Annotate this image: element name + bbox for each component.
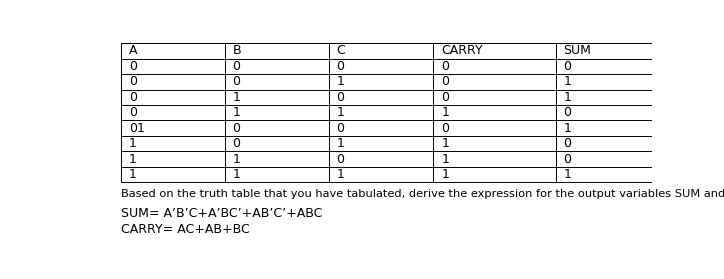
Text: 0: 0 bbox=[563, 106, 571, 119]
Text: 0: 0 bbox=[232, 122, 240, 135]
Text: 1: 1 bbox=[442, 106, 450, 119]
Text: C: C bbox=[336, 44, 345, 57]
Text: 0: 0 bbox=[442, 60, 450, 73]
Text: 0: 0 bbox=[129, 91, 137, 104]
Text: 0: 0 bbox=[232, 137, 240, 150]
Text: 0: 0 bbox=[129, 75, 137, 88]
Text: 1: 1 bbox=[563, 91, 571, 104]
Text: SUM= A’B’C+A’BC’+AB’C’+ABC: SUM= A’B’C+A’BC’+AB’C’+ABC bbox=[122, 207, 323, 220]
Text: 0: 0 bbox=[563, 153, 571, 166]
Text: 1: 1 bbox=[442, 168, 450, 181]
Text: 1: 1 bbox=[129, 168, 137, 181]
Text: 1: 1 bbox=[563, 168, 571, 181]
Text: 1: 1 bbox=[232, 168, 240, 181]
Text: 1: 1 bbox=[336, 168, 344, 181]
Text: 0: 0 bbox=[232, 60, 240, 73]
Text: 0: 0 bbox=[336, 60, 344, 73]
Text: 1: 1 bbox=[336, 75, 344, 88]
Text: 1: 1 bbox=[129, 137, 137, 150]
Text: A: A bbox=[129, 44, 137, 57]
Text: SUM: SUM bbox=[563, 44, 592, 57]
Text: 0: 0 bbox=[563, 60, 571, 73]
Text: 1: 1 bbox=[442, 137, 450, 150]
Text: 0: 0 bbox=[442, 91, 450, 104]
Text: CARRY: CARRY bbox=[442, 44, 483, 57]
Text: 1: 1 bbox=[336, 106, 344, 119]
Text: 1: 1 bbox=[232, 106, 240, 119]
Text: Based on the truth table that you have tabulated, derive the expression for the : Based on the truth table that you have t… bbox=[122, 189, 724, 199]
Text: 0: 0 bbox=[232, 75, 240, 88]
Text: B: B bbox=[232, 44, 241, 57]
Text: 0: 0 bbox=[336, 153, 344, 166]
Text: 1: 1 bbox=[232, 91, 240, 104]
Text: 1: 1 bbox=[442, 153, 450, 166]
Text: 0: 0 bbox=[442, 122, 450, 135]
Text: 1: 1 bbox=[563, 122, 571, 135]
Text: 0: 0 bbox=[563, 137, 571, 150]
Text: 1: 1 bbox=[232, 153, 240, 166]
Text: 01: 01 bbox=[129, 122, 145, 135]
Text: 1: 1 bbox=[336, 137, 344, 150]
Text: 0: 0 bbox=[336, 122, 344, 135]
Text: 1: 1 bbox=[563, 75, 571, 88]
Text: 0: 0 bbox=[336, 91, 344, 104]
Text: CARRY= AC+AB+BC: CARRY= AC+AB+BC bbox=[122, 223, 250, 236]
Text: 0: 0 bbox=[129, 106, 137, 119]
Text: 0: 0 bbox=[129, 60, 137, 73]
Text: 0: 0 bbox=[442, 75, 450, 88]
Text: 1: 1 bbox=[129, 153, 137, 166]
